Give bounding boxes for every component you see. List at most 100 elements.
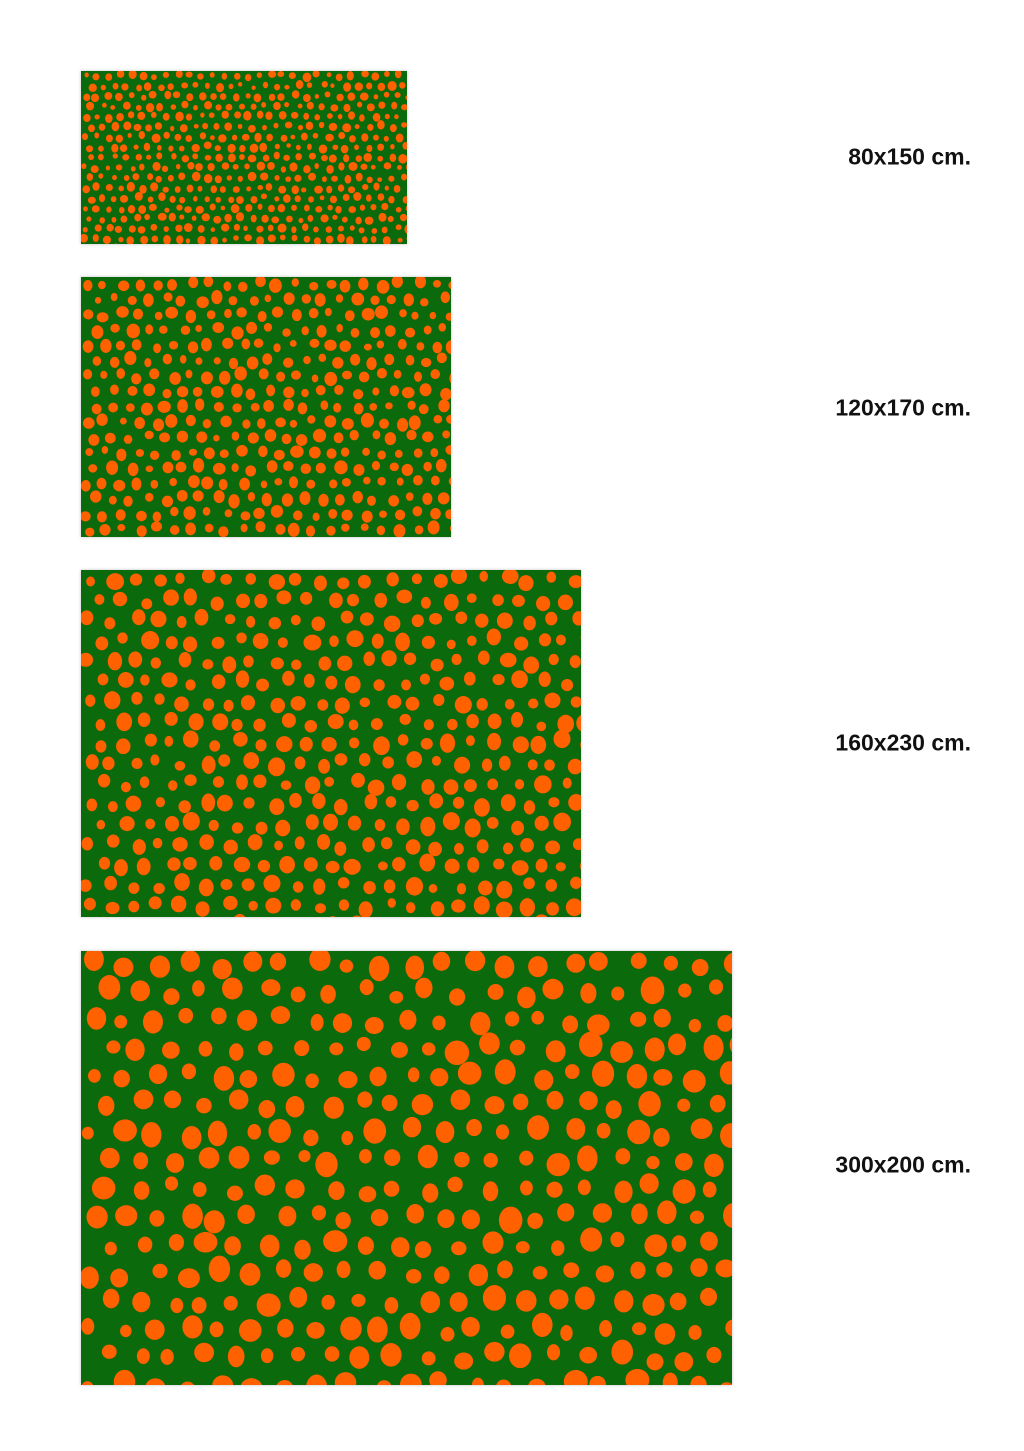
dot [239, 103, 246, 110]
dot [422, 492, 433, 505]
dot [360, 523, 369, 531]
dot [339, 279, 351, 293]
dot [135, 104, 142, 111]
dot [299, 736, 313, 752]
dot [179, 145, 185, 152]
dot [377, 193, 385, 201]
dot [611, 1339, 634, 1365]
dot [376, 525, 386, 536]
dot [411, 614, 424, 628]
dot [314, 575, 327, 591]
dot [563, 1369, 588, 1385]
dot [328, 122, 338, 131]
dot [291, 90, 300, 99]
dot [364, 1017, 384, 1035]
dot [481, 758, 493, 772]
dot [419, 673, 431, 685]
dot [224, 1236, 241, 1256]
dot [306, 479, 316, 489]
dot [405, 877, 424, 896]
dot [397, 338, 407, 350]
dot [580, 1227, 603, 1252]
dot [245, 465, 257, 477]
dot [226, 175, 233, 181]
dot [534, 1069, 554, 1091]
dot [414, 525, 424, 535]
dot [377, 450, 386, 460]
dot [321, 1294, 335, 1310]
dot [630, 1261, 646, 1279]
dot [291, 370, 301, 380]
dot [262, 81, 269, 89]
dot [361, 133, 369, 142]
dot [216, 794, 233, 812]
dot [449, 525, 451, 532]
dot [340, 1316, 362, 1341]
dot [412, 506, 423, 517]
dot [116, 306, 129, 318]
dot [195, 163, 203, 171]
dot [268, 278, 282, 293]
dot [172, 91, 181, 99]
dot [536, 596, 551, 612]
dot [306, 1322, 325, 1339]
dot [353, 402, 364, 415]
dot [98, 173, 104, 179]
dot [106, 223, 114, 232]
dot [361, 236, 368, 244]
dot [630, 952, 647, 969]
dot [358, 277, 369, 291]
dot [386, 294, 396, 305]
dot [102, 1288, 120, 1309]
dot [207, 1120, 228, 1147]
dot [318, 121, 325, 129]
dot [542, 978, 564, 1000]
dot [214, 145, 221, 152]
dot [703, 1034, 724, 1061]
dot [383, 879, 396, 894]
dot [523, 877, 535, 890]
dot [100, 84, 107, 91]
dot [148, 896, 162, 910]
dot [553, 729, 571, 749]
dot [183, 856, 197, 871]
dot [327, 113, 333, 119]
dot [246, 321, 258, 334]
dot [378, 861, 388, 871]
dot [467, 857, 480, 873]
dot [294, 1040, 310, 1057]
dot [170, 895, 187, 913]
dot [172, 837, 188, 852]
dot [164, 1176, 179, 1191]
dot [210, 185, 218, 194]
dot [162, 353, 173, 365]
dot [379, 418, 389, 429]
dot [288, 572, 302, 586]
dot [213, 434, 220, 442]
dot [104, 432, 116, 444]
dot [185, 309, 197, 324]
dot [302, 223, 309, 231]
dot [240, 1378, 262, 1385]
dot [245, 93, 251, 99]
dot [160, 1348, 174, 1365]
dot [401, 104, 407, 111]
dot [202, 506, 211, 516]
dot [445, 509, 451, 520]
dot [567, 758, 581, 775]
dot [255, 521, 266, 533]
dot [358, 901, 373, 917]
dot [100, 370, 108, 379]
dot [261, 492, 272, 507]
dot [399, 309, 407, 318]
dot [306, 82, 313, 88]
dot [557, 714, 575, 734]
dot [117, 524, 126, 532]
dot [152, 161, 161, 172]
dot [303, 112, 310, 120]
dot [201, 213, 210, 222]
dot [487, 983, 504, 1000]
dot [404, 327, 416, 338]
dot [348, 162, 358, 171]
dot [164, 735, 174, 747]
